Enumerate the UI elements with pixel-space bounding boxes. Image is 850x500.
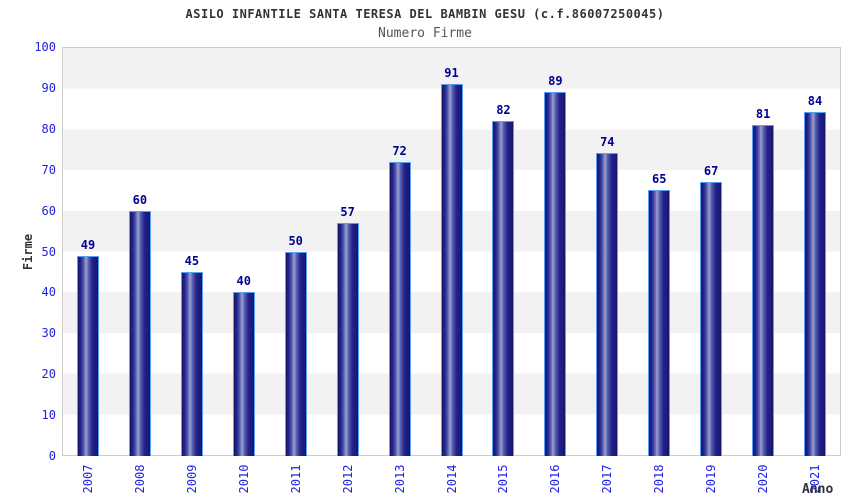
y-axis-title: Firme — [21, 233, 35, 271]
y-tick-label: 60 — [41, 203, 56, 218]
chart-title: ASILO INFANTILE SANTA TERESA DEL BAMBIN … — [185, 7, 665, 21]
x-tick-label: 2007 — [80, 464, 95, 494]
x-tick-label: 2015 — [496, 464, 511, 494]
bar-value-label: 84 — [807, 94, 823, 109]
chart-subtitle: Numero Firme — [378, 26, 472, 41]
x-tick-label: 2018 — [652, 464, 667, 494]
bar-value-label: 67 — [703, 163, 719, 178]
bar-2017 — [596, 153, 619, 456]
bar-2010 — [232, 292, 255, 456]
bar-2013 — [388, 161, 411, 456]
bar-value-label: 74 — [600, 135, 615, 150]
x-tick-label: 2010 — [236, 464, 251, 494]
y-tick-label: 30 — [41, 326, 56, 341]
y-tick-label: 80 — [41, 121, 56, 136]
bar-value-label: 57 — [340, 204, 355, 219]
bar-value-label: 91 — [444, 65, 459, 80]
bar-2016 — [544, 91, 567, 456]
x-tick-label: 2008 — [132, 464, 147, 494]
x-tick-label: 2019 — [704, 464, 719, 494]
y-tick-label: 70 — [41, 162, 56, 177]
bar-value-label: 89 — [548, 73, 563, 88]
bar-2008 — [128, 210, 151, 456]
bar-2021 — [804, 112, 827, 456]
bar-value-label: 81 — [755, 106, 771, 121]
x-tick-label: 2017 — [600, 464, 615, 494]
bar-2020 — [752, 124, 775, 456]
x-axis-title: Anno — [802, 482, 834, 497]
x-tick-label: 2014 — [444, 464, 459, 494]
x-tick-label: 2020 — [756, 464, 771, 494]
bar-value-label: 72 — [392, 143, 407, 158]
bar-2015 — [492, 120, 515, 456]
bar-2012 — [336, 222, 359, 456]
bar-2009 — [180, 271, 203, 456]
y-tick-label: 20 — [41, 367, 56, 382]
x-tick-label: 2012 — [340, 464, 355, 494]
x-tick-label: 2011 — [288, 464, 303, 494]
bar-2014 — [440, 83, 463, 456]
bar-value-label: 49 — [80, 237, 96, 252]
bar-value-label: 40 — [236, 274, 251, 289]
y-tick-label: 40 — [41, 285, 56, 300]
bar-value-label: 60 — [132, 192, 148, 207]
bar-value-label: 65 — [651, 172, 667, 187]
y-tick-label: 10 — [41, 408, 56, 423]
bar-2018 — [648, 190, 671, 456]
y-tick-label: 50 — [41, 244, 56, 259]
bar-2011 — [284, 251, 307, 456]
x-tick-label: 2013 — [392, 464, 407, 494]
bar-value-label: 50 — [288, 233, 303, 248]
y-tick-label: 0 — [48, 449, 56, 463]
bar-value-label: 82 — [496, 102, 511, 117]
y-tick-label: 90 — [41, 80, 56, 95]
bar-2007 — [76, 255, 99, 456]
x-tick-label: 2009 — [184, 464, 199, 494]
x-tick-label: 2016 — [548, 464, 563, 494]
y-tick-label: 100 — [34, 40, 56, 54]
bar-2019 — [700, 181, 723, 456]
bar-value-label: 45 — [184, 253, 200, 268]
